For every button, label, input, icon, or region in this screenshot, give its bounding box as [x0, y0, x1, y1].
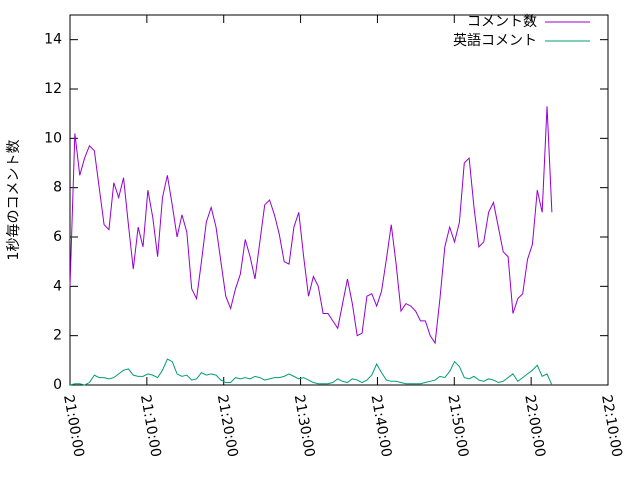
- x-tick-label: 21:50:00: [444, 394, 471, 459]
- x-tick-label: 22:00:00: [521, 394, 548, 459]
- y-tick-label: 12: [44, 81, 62, 97]
- x-tick-label: 22:10:00: [598, 394, 625, 459]
- plot-frame: [69, 14, 609, 386]
- x-tick-label: 21:00:00: [60, 394, 87, 459]
- y-tick-label: 10: [44, 130, 62, 146]
- y-tick-label: 6: [53, 229, 62, 245]
- x-tick-label: 21:20:00: [214, 394, 241, 459]
- y-tick-label: 0: [53, 377, 62, 393]
- y-axis-label: 1秒毎のコメント数: [6, 140, 22, 261]
- legend-label: コメント数: [467, 14, 537, 30]
- y-tick-label: 8: [53, 180, 62, 196]
- y-tick-label: 14: [44, 32, 62, 48]
- x-tick-label: 21:10:00: [137, 394, 164, 459]
- y-tick-label: 2: [53, 328, 62, 344]
- x-tick-label: 21:40:00: [368, 394, 395, 459]
- y-tick-label: 4: [53, 278, 62, 294]
- legend-label: 英語コメント: [453, 32, 537, 49]
- series-line: [69, 106, 553, 345]
- series-line: [69, 358, 553, 386]
- x-tick-label: 21:30:00: [291, 394, 318, 459]
